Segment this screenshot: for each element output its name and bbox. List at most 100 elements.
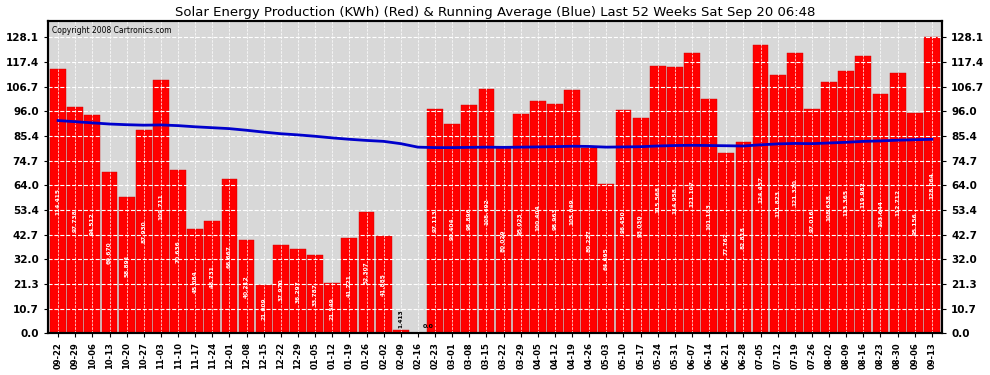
Text: Copyright 2008 Cartronics.com: Copyright 2008 Cartronics.com [52,26,172,35]
Text: 41.221: 41.221 [346,274,351,297]
Title: Solar Energy Production (KWh) (Red) & Running Average (Blue) Last 52 Weeks Sat S: Solar Energy Production (KWh) (Red) & Ru… [175,6,815,18]
Bar [496,148,512,333]
Text: 1.413: 1.413 [398,309,403,328]
Bar [461,105,477,333]
Text: 87.930: 87.930 [142,220,147,243]
Bar [427,109,443,333]
Bar [581,148,597,333]
Bar [239,240,254,333]
Text: 58.891: 58.891 [124,254,129,277]
Text: 41.885: 41.885 [381,273,386,296]
Text: 0.0: 0.0 [423,324,434,328]
Text: 64.695: 64.695 [604,247,609,270]
Bar [513,114,529,333]
Bar [102,172,118,333]
Bar [84,115,100,333]
Text: 105.492: 105.492 [484,198,489,225]
Bar [839,71,854,333]
Text: 66.667: 66.667 [227,245,232,268]
Text: 109.711: 109.711 [158,193,163,220]
Bar [633,118,648,333]
Text: 45.084: 45.084 [193,270,198,292]
Bar [855,56,871,333]
Text: 97.016: 97.016 [810,210,815,232]
Text: 114.415: 114.415 [55,188,60,214]
Text: 101.183: 101.183 [707,203,712,230]
Bar [770,75,786,333]
Bar [787,53,803,333]
Text: 90.404: 90.404 [449,217,454,240]
Text: 94.512: 94.512 [90,213,95,236]
Text: 97.738: 97.738 [72,209,78,232]
Bar [222,179,238,333]
Bar [325,284,341,333]
Bar [649,66,665,333]
Bar [393,330,409,333]
Bar [872,94,888,333]
Text: 103.644: 103.644 [878,200,883,227]
Text: 98.896: 98.896 [467,208,472,230]
Text: 33.787: 33.787 [313,283,318,306]
Bar [136,130,151,333]
Bar [342,238,357,333]
Bar [752,45,768,333]
Bar [445,124,460,333]
Text: 21.009: 21.009 [261,298,266,320]
Text: 124.457: 124.457 [758,176,763,203]
Text: 52.307: 52.307 [364,261,369,284]
Bar [701,99,717,333]
Bar [890,73,906,333]
Bar [67,107,83,333]
Text: 48.731: 48.731 [210,266,215,288]
Bar [667,68,683,333]
Bar [170,170,186,333]
Text: 69.670: 69.670 [107,242,112,264]
Text: 113.365: 113.365 [843,189,848,216]
Text: 80.029: 80.029 [501,230,506,252]
Text: 95.023: 95.023 [518,212,523,235]
Bar [804,109,820,333]
Text: 80.227: 80.227 [587,229,592,252]
Bar [547,105,563,333]
Bar [119,197,135,333]
Bar [50,69,66,333]
Text: 96.450: 96.450 [621,210,626,233]
Bar [719,153,735,333]
Bar [153,80,168,333]
Text: 70.636: 70.636 [175,240,180,263]
Bar [376,236,391,333]
Bar [204,220,220,333]
Bar [478,89,494,333]
Bar [307,255,323,333]
Text: 37.970: 37.970 [278,278,283,301]
Text: 119.982: 119.982 [861,181,866,208]
Bar [273,246,289,333]
Bar [616,110,632,333]
Text: 97.113: 97.113 [433,210,438,232]
Bar [530,101,545,333]
Bar [564,90,580,333]
Text: 95.156: 95.156 [912,212,918,235]
Text: 121.320: 121.320 [792,180,797,207]
Text: 77.762: 77.762 [724,232,729,255]
Text: 108.638: 108.638 [827,194,832,221]
Text: 111.823: 111.823 [775,190,780,217]
Bar [358,212,374,333]
Text: 93.030: 93.030 [639,214,644,237]
Bar [822,82,837,333]
Text: 114.958: 114.958 [672,187,677,214]
Text: 115.568: 115.568 [655,186,660,213]
Text: 21.549: 21.549 [330,297,335,320]
Bar [736,142,751,333]
Text: 121.107: 121.107 [689,180,695,207]
Text: 105.049: 105.049 [569,198,574,225]
Text: 40.212: 40.212 [245,275,249,298]
Bar [924,37,940,333]
Text: 100.404: 100.404 [536,204,541,231]
Text: 36.297: 36.297 [295,280,301,303]
Bar [290,249,306,333]
Bar [187,229,203,333]
Bar [599,184,614,333]
Text: 112.712: 112.712 [895,189,900,216]
Text: 82.818: 82.818 [741,226,745,249]
